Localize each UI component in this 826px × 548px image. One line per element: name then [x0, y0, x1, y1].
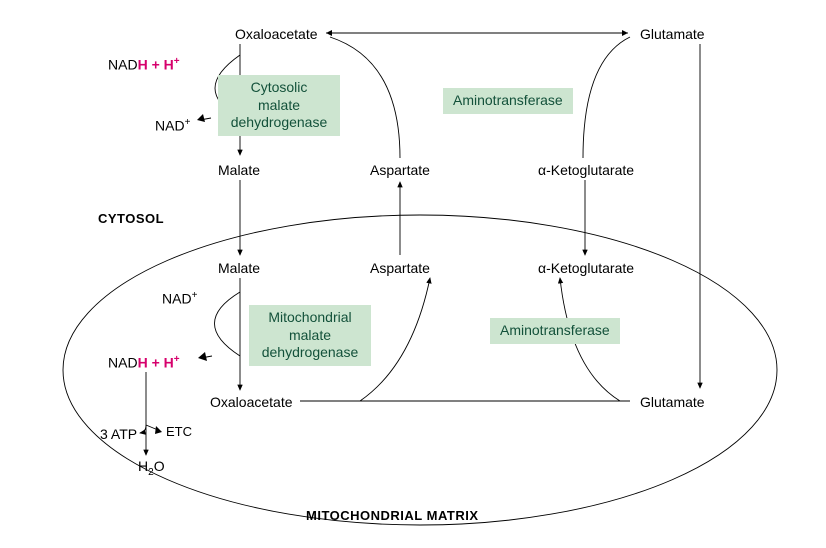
- enzyme-amt-top: Aminotransferase: [443, 88, 573, 114]
- matrix-label: MITOCHONDRIAL MATRIX: [306, 508, 479, 523]
- aspartate-top: Aspartate: [370, 162, 430, 178]
- nad-bot: NAD+: [162, 290, 197, 307]
- etc-label: ETC: [166, 424, 192, 439]
- enzyme-amt-bot: Aminotransferase: [490, 318, 620, 344]
- nadh-bot: NADH + H+: [108, 354, 180, 371]
- aspartate-bot: Aspartate: [370, 260, 430, 276]
- nadh-top: NADH + H+: [108, 56, 180, 73]
- glutamate-top: Glutamate: [640, 26, 705, 42]
- malate-top: Malate: [218, 162, 260, 178]
- h2o-label: H2O: [138, 458, 165, 478]
- akg-top: α-Ketoglutarate: [538, 162, 634, 178]
- cytosol-label: CYTOSOL: [98, 211, 164, 226]
- malate-bot: Malate: [218, 260, 260, 276]
- akg-bot: α-Ketoglutarate: [538, 260, 634, 276]
- glutamate-bot: Glutamate: [640, 394, 705, 410]
- enzyme-cyto-mdh: Cytosolic malate dehydrogenase: [218, 75, 340, 136]
- oaa-top: Oxaloacetate: [235, 26, 318, 42]
- atp-label: 3 ATP: [100, 426, 137, 442]
- enzyme-mito-mdh: Mitochondrial malate dehydrogenase: [249, 305, 371, 366]
- oaa-bot: Oxaloacetate: [210, 394, 293, 410]
- nad-top: NAD+: [155, 117, 190, 134]
